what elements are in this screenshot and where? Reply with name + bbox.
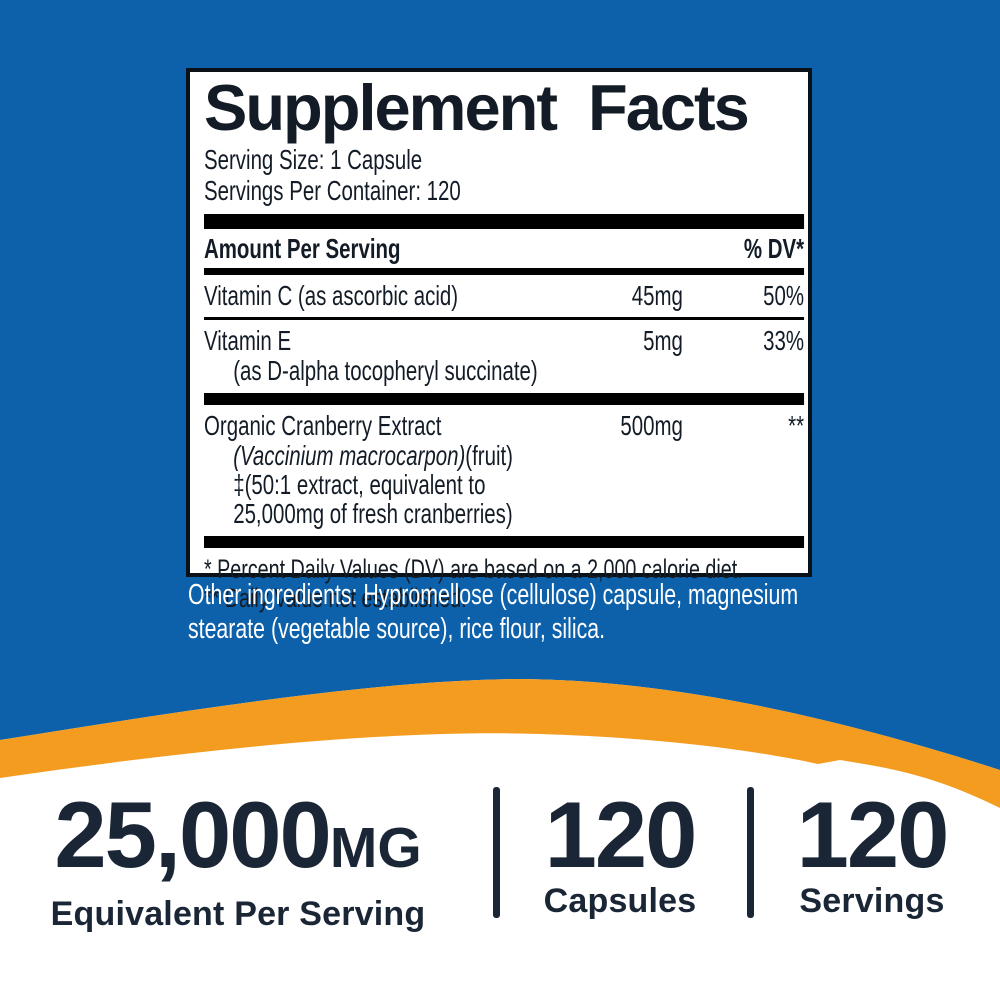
- orange-swoosh-graphic: [0, 650, 1000, 808]
- nutrient-latin-name: (Vaccinium macrocarpon)(fruit): [204, 441, 804, 470]
- stat-servings: 120 Servings: [772, 782, 972, 921]
- divider-bar-mid: [204, 393, 805, 405]
- stat-label: Servings: [799, 882, 945, 920]
- table-row-vitamin-c: Vitamin C (as ascorbic acid) 45mg 50%: [204, 275, 804, 317]
- supplement-facts-panel: Supplement Facts Serving Size: 1 Capsule…: [186, 68, 812, 613]
- footnote-not-established: ** Daily Value not established.: [204, 583, 467, 613]
- nutrient-amount: 45mg: [631, 280, 683, 311]
- nutrient-subtext: 25,000mg of fresh cranberries): [233, 498, 513, 529]
- latin-name-italic: (Vaccinium macrocarpon): [233, 440, 466, 471]
- footnote-dv: * Percent Daily Values (DV) are based on…: [204, 554, 743, 584]
- row-separator: [204, 317, 805, 320]
- stat-label: Equivalent Per Serving: [50, 895, 426, 933]
- stat-number: 25,000: [54, 782, 332, 887]
- nutrient-dv: 33%: [763, 325, 805, 356]
- table-row-cranberry: Organic Cranberry Extract 500mg **: [204, 405, 804, 441]
- nutrient-subtext: ‡(50:1 extract, equivalent to: [233, 469, 486, 500]
- nutrient-name: Organic Cranberry Extract: [204, 410, 442, 441]
- serving-size: Serving Size: 1 Capsule: [204, 144, 423, 175]
- swoosh-blue-region: [0, 650, 1000, 770]
- nutrient-name: Vitamin C (as ascorbic acid): [204, 280, 459, 311]
- nutrient-dv: 50%: [763, 280, 805, 311]
- table-row-vitamin-e: Vitamin E 5mg 33%: [204, 320, 804, 356]
- stat-unit: MG: [329, 816, 422, 880]
- panel-body: Serving Size: 1 Capsule Servings Per Con…: [204, 144, 805, 613]
- divider-bar-mid: [204, 536, 805, 548]
- nutrient-subtext: (as D-alpha tocopheryl succinate): [233, 355, 538, 386]
- vertical-divider: [747, 787, 754, 918]
- vertical-divider: [493, 787, 500, 918]
- nutrient-amount: 500mg: [620, 410, 683, 441]
- panel-title: Supplement Facts: [204, 71, 750, 144]
- stat-value: 120: [796, 782, 950, 887]
- servings-per-container: Servings Per Container: 120: [204, 175, 461, 206]
- nutrient-dv: **: [788, 410, 805, 441]
- stat-value: 25,000MG: [28, 788, 448, 895]
- table-header-row: Amount Per Serving % DV*: [204, 229, 804, 268]
- nutrient-amount: 5mg: [643, 325, 683, 356]
- other-ingredients-text: Other ingredients: Hypromellose (cellulo…: [188, 579, 799, 645]
- latin-name-suffix: (fruit): [465, 440, 513, 471]
- divider-bar-thick: [204, 214, 805, 229]
- stat-capsules: 120 Capsules: [520, 782, 720, 921]
- stat-label: Capsules: [543, 882, 697, 920]
- divider-bar-thin: [204, 268, 805, 275]
- nutrient-name: Vitamin E: [204, 325, 292, 356]
- percent-dv-header: % DV*: [743, 233, 805, 264]
- amount-per-serving-header: Amount Per Serving: [204, 233, 401, 264]
- swoosh-orange-band: [0, 679, 1000, 808]
- stat-equivalent-per-serving: 25,000MG Equivalent Per Serving: [28, 788, 448, 934]
- stat-value: 120: [544, 782, 698, 887]
